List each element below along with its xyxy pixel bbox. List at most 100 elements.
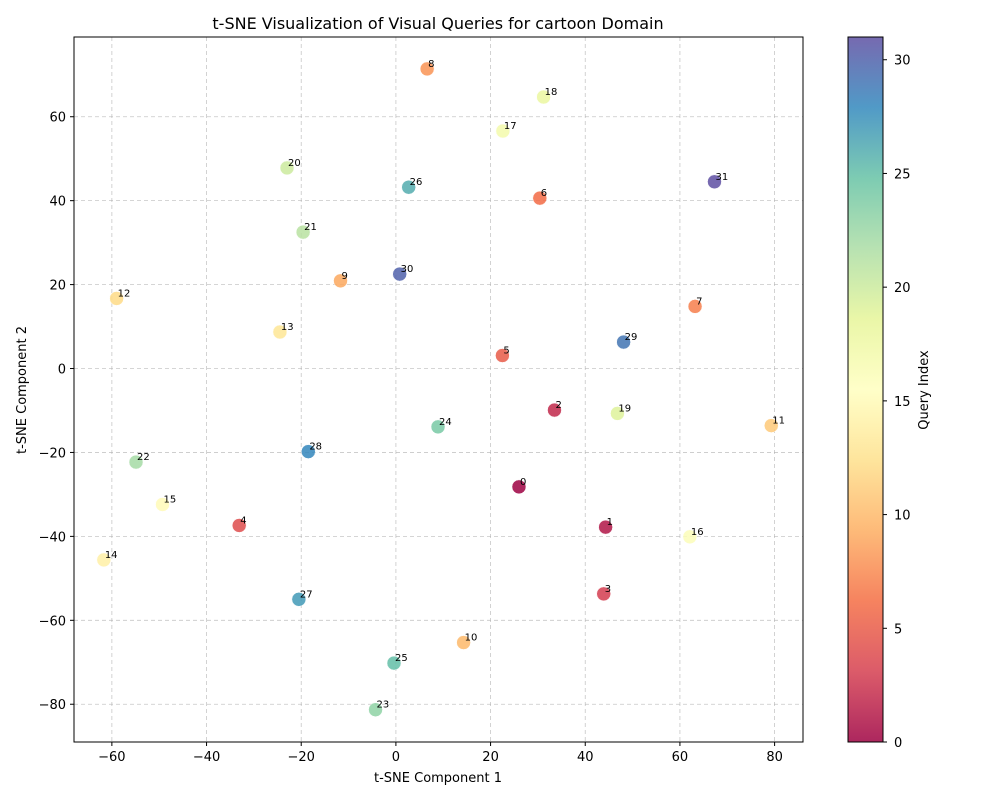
x-tick-label: 20: [482, 750, 499, 765]
scatter-point: [272, 324, 288, 340]
point-label: 31: [715, 172, 728, 183]
scatter-point: [495, 123, 511, 139]
scatter-point: [401, 179, 416, 195]
point-label: 28: [309, 442, 322, 453]
scatter-point: [96, 552, 112, 568]
x-tick-label: 60: [672, 750, 689, 765]
colorbar-tick-label: 15: [894, 395, 911, 410]
point-label: 2: [555, 400, 561, 411]
scatter-point: [155, 497, 170, 512]
point-label: 8: [428, 59, 434, 70]
point-label: 25: [395, 653, 408, 664]
colorbar-ticks: 0 5 10 15 20 25 30: [883, 54, 911, 751]
point-label: 23: [377, 700, 390, 711]
point-label: 1: [607, 517, 613, 528]
scatter-point: [511, 479, 527, 495]
grid: [74, 37, 803, 742]
scatter-point: [109, 291, 124, 306]
point-label: 6: [541, 188, 547, 199]
scatter-point: [279, 160, 295, 176]
point-label: 3: [605, 584, 611, 595]
scatter-point: [301, 444, 316, 459]
point-label: 26: [410, 177, 423, 188]
point-label: 5: [503, 346, 509, 357]
scatter-point: [295, 224, 311, 240]
point-label: 15: [164, 494, 177, 505]
point-label: 30: [401, 264, 414, 275]
colorbar-tick-label: 5: [894, 622, 902, 637]
point-label: 0: [520, 477, 526, 488]
chart-title: t-SNE Visualization of Visual Queries fo…: [212, 14, 663, 33]
scatter-point: [547, 402, 562, 418]
scatter-point: [536, 89, 551, 105]
scatter-point: [386, 655, 402, 671]
point-label: 7: [696, 296, 702, 307]
scatter-point: [291, 592, 307, 607]
point-label: 11: [772, 416, 785, 427]
plot-area-frame: [73, 36, 804, 743]
colorbar-tick-label: 20: [894, 281, 911, 296]
scatter-point: [392, 266, 407, 282]
point-label: 9: [342, 271, 348, 282]
y-tick-label: 0: [58, 363, 66, 378]
y-axis-ticks: −80 −60 −40 −20 0 20 40 60: [39, 111, 74, 713]
scatter-point: [610, 406, 625, 421]
point-label: 17: [504, 121, 517, 132]
y-tick-label: 40: [49, 195, 66, 210]
scatter-points: [96, 61, 779, 717]
y-tick-label: −80: [39, 698, 66, 713]
colorbar-tick-label: 10: [894, 509, 911, 524]
colorbar: [847, 36, 884, 743]
point-label: 13: [281, 322, 294, 333]
x-tick-label: −20: [288, 750, 315, 765]
point-label: 24: [439, 417, 452, 428]
x-tick-label: 0: [392, 750, 400, 765]
x-tick-label: 40: [577, 750, 594, 765]
scatter-point: [707, 174, 722, 190]
x-axis-ticks: −60 −40 −20 0 20 40 60 80: [98, 742, 783, 765]
point-label: 14: [105, 550, 118, 561]
colorbar-tick-label: 0: [894, 736, 902, 751]
point-label: 21: [304, 222, 317, 233]
point-label: 20: [288, 158, 301, 169]
point-label: 18: [545, 87, 558, 98]
scatter-point: [687, 299, 703, 314]
colorbar-tick-label: 25: [894, 167, 911, 182]
y-tick-label: 20: [49, 279, 66, 294]
scatter-point: [598, 519, 613, 535]
point-label: 4: [240, 515, 246, 526]
scatter-point: [231, 518, 247, 533]
point-label: 19: [618, 403, 631, 414]
y-tick-label: −20: [39, 446, 66, 461]
point-label: 16: [691, 527, 704, 538]
point-labels: 0123456789101112131415161718192021222324…: [105, 59, 785, 711]
point-label: 29: [625, 332, 638, 343]
scatter-point: [495, 348, 510, 363]
scatter-point: [128, 454, 144, 470]
point-label: 10: [465, 633, 478, 644]
scatter-point: [532, 190, 548, 206]
y-axis-label: t-SNE Component 2: [15, 326, 30, 454]
x-tick-label: −40: [193, 750, 220, 765]
point-label: 27: [300, 589, 313, 600]
x-tick-label: 80: [766, 750, 783, 765]
x-axis-label: t-SNE Component 1: [374, 771, 502, 786]
x-tick-label: −60: [98, 750, 125, 765]
colorbar-label: Query Index: [917, 350, 932, 430]
y-tick-label: −60: [39, 614, 66, 629]
scatter-point: [616, 334, 631, 350]
scatter-point: [430, 419, 446, 435]
colorbar-tick-label: 30: [894, 54, 911, 69]
y-tick-label: 60: [49, 111, 66, 126]
point-label: 12: [118, 288, 131, 299]
scatter-point: [419, 61, 435, 77]
scatter-point: [764, 418, 779, 433]
y-tick-label: −40: [39, 530, 66, 545]
scatter-point: [596, 586, 611, 602]
scatter-point: [682, 529, 698, 545]
scatter-point: [368, 702, 383, 717]
scatter-point: [333, 273, 348, 289]
point-label: 22: [137, 452, 150, 463]
scatter-point: [456, 635, 471, 650]
